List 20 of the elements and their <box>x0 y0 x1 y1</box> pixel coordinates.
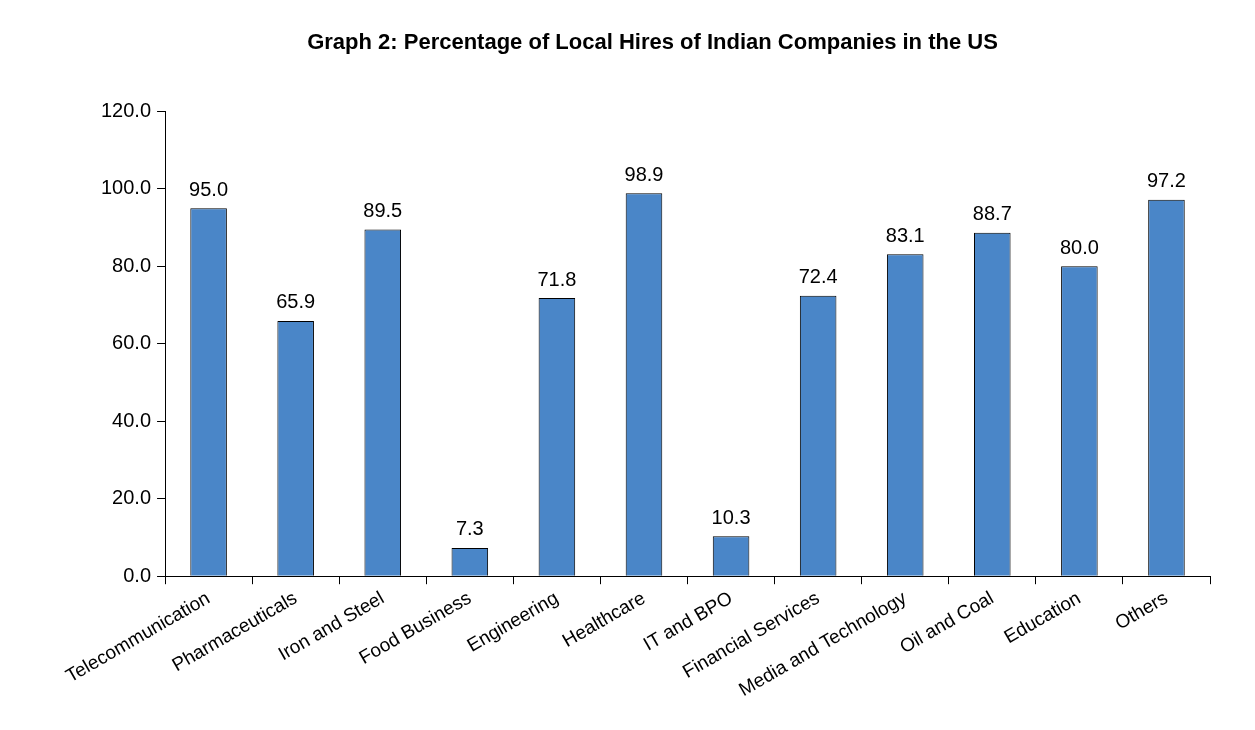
data-label: 97.2 <box>1146 169 1186 192</box>
y-tick-label: 0.0 <box>123 563 152 586</box>
data-label: 98.9 <box>624 162 664 185</box>
data-label: 10.3 <box>711 505 751 528</box>
data-label: 95.0 <box>189 177 229 200</box>
chart-title: Graph 2: Percentage of Local Hires of Indian Companies in the US <box>307 29 998 55</box>
y-tick-label: 100.0 <box>100 176 152 199</box>
data-label: 88.7 <box>972 202 1012 225</box>
data-label: 89.5 <box>363 199 403 222</box>
y-tick-label: 40.0 <box>112 408 152 431</box>
data-label: 7.3 <box>455 517 484 540</box>
data-label: 80.0 <box>1059 235 1099 258</box>
y-tick-label: 80.0 <box>112 253 152 276</box>
data-label: 71.8 <box>537 267 577 290</box>
y-tick-label: 20.0 <box>112 486 152 509</box>
data-label: 83.1 <box>885 223 925 246</box>
y-tick-label: 120.0 <box>100 98 152 121</box>
data-label: 65.9 <box>276 290 316 313</box>
y-tick-label: 60.0 <box>112 331 152 354</box>
data-label: 72.4 <box>798 265 838 288</box>
